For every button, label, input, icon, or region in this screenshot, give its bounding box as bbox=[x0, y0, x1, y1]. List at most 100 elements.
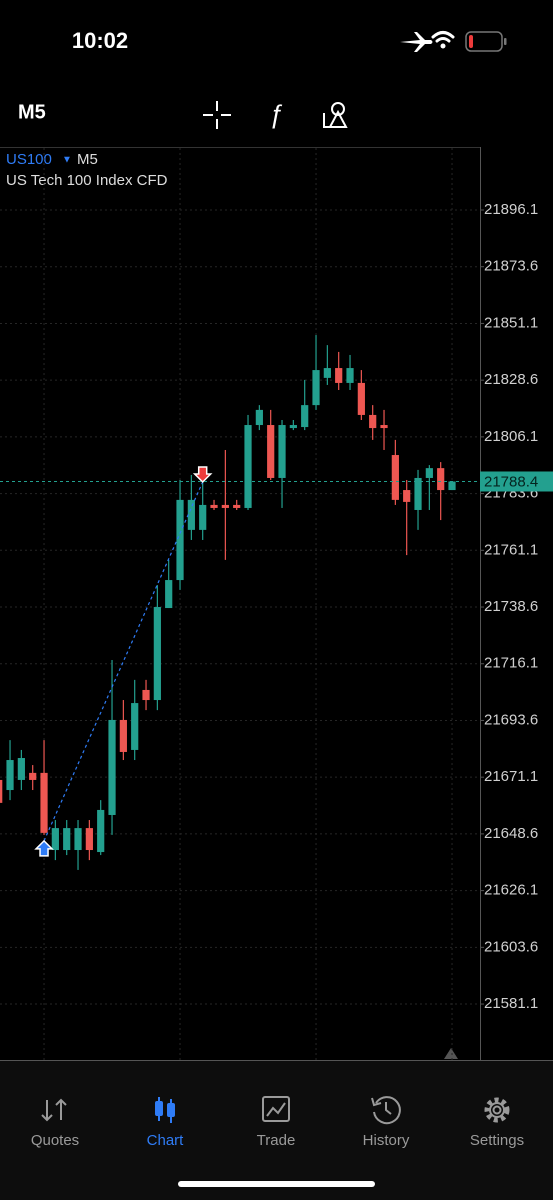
y-tick-label: 21693.6 bbox=[484, 711, 538, 728]
tab-icon bbox=[371, 1096, 401, 1125]
tab-label: History bbox=[363, 1132, 410, 1149]
last-price-label: 21788.4 bbox=[484, 473, 538, 490]
candle-body bbox=[40, 772, 48, 833]
candle-body bbox=[63, 828, 71, 851]
candle-body bbox=[391, 455, 399, 500]
candle-body bbox=[6, 760, 14, 791]
candle-body bbox=[29, 772, 37, 780]
candle-body bbox=[448, 481, 456, 491]
candle-body bbox=[289, 425, 297, 429]
battery-level bbox=[469, 35, 473, 48]
candle-body bbox=[244, 425, 252, 508]
overlay: 21788.4 bbox=[0, 466, 553, 857]
tab-icon-part bbox=[41, 1098, 67, 1122]
candle-body bbox=[17, 758, 25, 780]
candle-body bbox=[267, 425, 275, 478]
y-tick-label: 21716.1 bbox=[484, 655, 538, 672]
y-tick-label: 21581.1 bbox=[484, 995, 538, 1012]
tab-icon-part bbox=[373, 1096, 401, 1125]
tab-icon-part bbox=[371, 1097, 382, 1107]
candles bbox=[0, 335, 456, 870]
y-tick-label: 21828.6 bbox=[484, 371, 538, 388]
sell-arrow bbox=[192, 466, 213, 484]
indicators-button[interactable]: ƒ bbox=[269, 99, 283, 129]
y-tick-label: 21851.1 bbox=[484, 314, 538, 331]
tab-icon bbox=[41, 1098, 67, 1122]
timeframe-button[interactable]: M5 bbox=[18, 101, 46, 123]
candle-body bbox=[323, 368, 331, 378]
symbol-label[interactable]: US100 bbox=[6, 151, 52, 168]
tab-button[interactable]: Settings bbox=[470, 1097, 524, 1149]
tab-button[interactable]: History bbox=[363, 1096, 410, 1149]
tab-icon-part bbox=[385, 1102, 392, 1115]
symbol-dropdown[interactable]: ▼ bbox=[62, 155, 72, 166]
candle-body bbox=[380, 425, 388, 429]
y-tick-label: 21603.6 bbox=[484, 938, 538, 955]
tab-icon-part bbox=[492, 1105, 502, 1115]
tab-button[interactable]: Chart bbox=[147, 1097, 185, 1149]
objects-button[interactable] bbox=[323, 102, 348, 128]
candle-body bbox=[278, 425, 286, 478]
chart-timeframe: M5 bbox=[77, 151, 98, 168]
tab-button[interactable]: Quotes bbox=[31, 1098, 79, 1149]
candle-body bbox=[165, 580, 173, 609]
airplane-icon bbox=[400, 32, 433, 52]
candle-body bbox=[119, 719, 127, 752]
candle-body bbox=[233, 504, 241, 508]
y-tick-label: 21738.6 bbox=[484, 598, 538, 615]
status-time: 10:02 bbox=[72, 28, 128, 53]
y-tick-label: 21671.1 bbox=[484, 768, 538, 785]
candle-body bbox=[97, 809, 105, 853]
tab-icon-part bbox=[167, 1103, 175, 1117]
candle-body bbox=[221, 504, 229, 508]
candle-body bbox=[131, 703, 139, 750]
candle-body bbox=[142, 689, 150, 701]
battery-icon bbox=[465, 31, 503, 52]
candle-body bbox=[414, 477, 422, 510]
candle-body bbox=[51, 828, 59, 851]
candle-body bbox=[255, 409, 263, 426]
tabs: Quotes Chart Trade History Settings bbox=[31, 1096, 524, 1149]
candle-body bbox=[199, 504, 207, 530]
y-tick-label: 21626.1 bbox=[484, 882, 538, 899]
y-tick-label: 21873.6 bbox=[484, 258, 538, 275]
tab-button[interactable]: Trade bbox=[257, 1096, 296, 1149]
candle-body bbox=[74, 828, 82, 851]
tab-label: Settings bbox=[470, 1132, 524, 1149]
home-indicator bbox=[178, 1181, 375, 1187]
tab-icon-part bbox=[262, 1096, 290, 1122]
candle-body bbox=[357, 382, 365, 415]
y-tick-label: 21896.1 bbox=[484, 201, 538, 218]
tab-icon-part bbox=[489, 1102, 505, 1118]
tab-icon bbox=[484, 1097, 510, 1123]
buy-arrow bbox=[34, 839, 54, 857]
battery-tip bbox=[504, 38, 507, 45]
crosshair-button[interactable] bbox=[203, 101, 231, 129]
tab-icon-part bbox=[484, 1097, 510, 1123]
candle-body bbox=[153, 607, 161, 701]
tab-bar bbox=[0, 1061, 553, 1200]
symbol-description: US Tech 100 Index CFD bbox=[6, 172, 168, 189]
y-tick-label: 21648.6 bbox=[484, 825, 538, 842]
candle-body bbox=[369, 414, 377, 429]
candle-body bbox=[346, 368, 354, 383]
tab-label: Trade bbox=[257, 1132, 296, 1149]
candle-body bbox=[176, 499, 184, 581]
candle-body bbox=[437, 468, 445, 491]
wifi-icon bbox=[431, 31, 455, 43]
tab-icon-part bbox=[155, 1097, 175, 1123]
y-tick-label: 21806.1 bbox=[484, 428, 538, 445]
candle-body bbox=[335, 368, 343, 383]
candle-body bbox=[187, 499, 195, 530]
candle-body bbox=[108, 719, 116, 815]
candle-body bbox=[403, 490, 411, 502]
tab-label: Quotes bbox=[31, 1132, 79, 1149]
y-tick-label: 21761.1 bbox=[484, 541, 538, 558]
candle-body bbox=[210, 504, 218, 508]
scroll-marker bbox=[444, 1048, 458, 1059]
candle-body bbox=[0, 779, 3, 803]
candle-body bbox=[425, 468, 433, 478]
candle-body bbox=[301, 405, 309, 428]
